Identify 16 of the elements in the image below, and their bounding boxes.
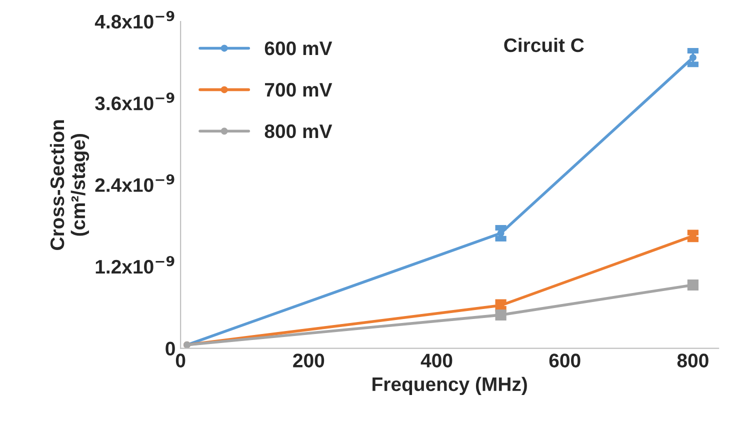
y-tick-label: 1.2x10$^{−9}$ — [96, 256, 174, 274]
legend-label: 800 mV — [264, 124, 332, 138]
legend-label: 600 mV — [264, 41, 332, 56]
y-tick-label: 0 — [166, 342, 175, 356]
y-tick-label: 4.8x10$^{−9}$ — [94, 10, 174, 29]
x-tick-label: 600 — [549, 354, 580, 368]
x-tick-label: 0 — [176, 354, 186, 368]
y-tick-label: 2.4x10$^{−9}$ — [95, 174, 174, 192]
x-tick-label: 400 — [420, 354, 452, 368]
y-axis-title: Cross-Section (cm²/stage) — [50, 120, 90, 250]
y-tick-label: 3.6x10$^{−9}$ — [95, 92, 174, 110]
annotation: Circuit C — [504, 38, 584, 52]
x-tick-label: 800 — [677, 354, 708, 368]
x-tick-label: 200 — [293, 354, 324, 368]
x-axis-title: Frequency (MHz) — [372, 376, 527, 395]
legend-label: 700 mV — [265, 82, 332, 97]
